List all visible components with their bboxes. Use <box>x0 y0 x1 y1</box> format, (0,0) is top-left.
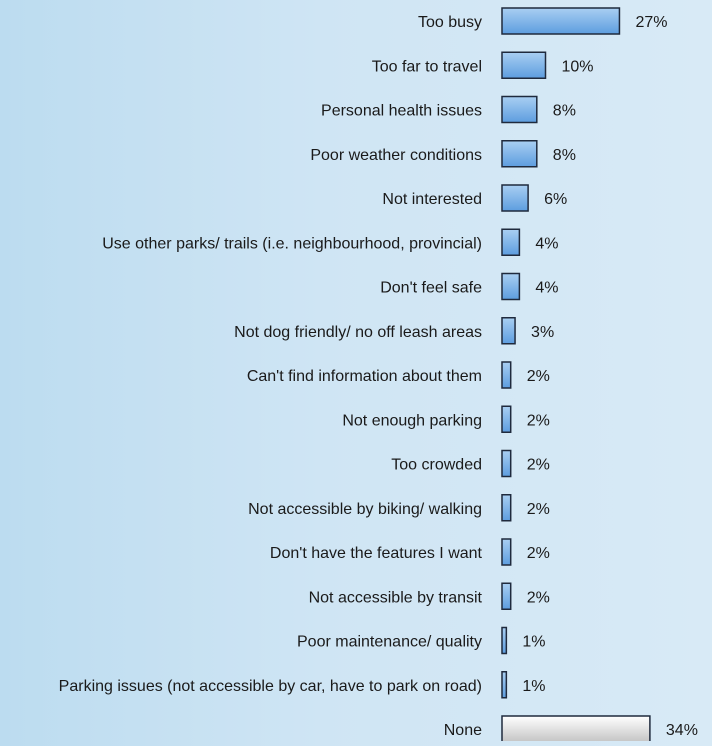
bar-row-personal-health-issues: Personal health issues 8% <box>321 95 576 124</box>
category-label: Use other parks/ trails (i.e. neighbourh… <box>102 235 482 252</box>
value-label: 8% <box>553 147 576 164</box>
bar-row-not-interested: Not interested 6% <box>382 184 567 212</box>
category-label: Poor maintenance/ quality <box>297 634 482 651</box>
bar <box>501 538 512 566</box>
value-label: 6% <box>544 191 567 208</box>
value-label: 4% <box>535 280 558 297</box>
bar <box>501 582 512 610</box>
value-label: 2% <box>527 368 550 385</box>
bar-row-not-accessible-by-biking-walking: Not accessible by biking/ walking 2% <box>248 494 550 522</box>
bar-row-none: None 34% <box>444 715 698 743</box>
category-label: Not interested <box>382 191 482 208</box>
bar <box>501 51 547 79</box>
value-label: 27% <box>635 14 667 31</box>
value-label: 1% <box>522 634 545 651</box>
bar <box>501 95 538 124</box>
bar-row-parking-issues-not-accessible-by-car-have-to-park-on-road: Parking issues (not accessible by car, h… <box>59 671 545 699</box>
bar-row-don-t-feel-safe: Don't feel safe 4% <box>380 272 559 301</box>
category-label: Not enough parking <box>342 412 482 429</box>
bar <box>501 228 521 256</box>
value-label: 1% <box>522 678 545 695</box>
value-label: 2% <box>527 412 550 429</box>
bar-row-poor-maintenance-quality: Poor maintenance/ quality 1% <box>297 626 545 655</box>
category-label: Too far to travel <box>372 58 482 75</box>
value-label: 4% <box>535 235 558 252</box>
value-label: 2% <box>527 545 550 562</box>
value-label: 3% <box>531 324 554 341</box>
value-label: 10% <box>562 58 594 75</box>
bar-row-too-crowded: Too crowded 2% <box>391 449 550 478</box>
category-label: Not dog friendly/ no off leash areas <box>234 324 482 341</box>
bar-row-can-t-find-information-about-them: Can't find information about them 2% <box>247 361 550 389</box>
bar-row-too-far-to-travel: Too far to travel 10% <box>372 51 594 79</box>
value-label: 34% <box>666 722 698 739</box>
category-label: Don't feel safe <box>380 280 482 297</box>
bar-row-not-enough-parking: Not enough parking 2% <box>342 405 550 433</box>
bars-layer: Too busy 27% Too far to travel 10% Personal … <box>59 7 698 743</box>
category-label: Don't have the features I want <box>270 545 483 562</box>
category-label: Personal health issues <box>321 103 482 120</box>
category-label: Too busy <box>418 14 482 31</box>
bar-row-use-other-parks-trails-i-e-neighbourhood-provincial: Use other parks/ trails (i.e. neighbourh… <box>102 228 559 256</box>
bar-row-not-accessible-by-transit: Not accessible by transit 2% <box>309 582 550 610</box>
bar <box>501 671 508 699</box>
bar <box>501 184 529 212</box>
bar <box>501 449 512 478</box>
bar <box>501 715 651 743</box>
bar <box>501 361 512 389</box>
category-label: None <box>444 722 482 739</box>
bar <box>501 140 538 168</box>
category-label: Too crowded <box>391 457 482 474</box>
bar <box>501 317 516 345</box>
bar-row-not-dog-friendly-no-off-leash-areas: Not dog friendly/ no off leash areas 3% <box>234 317 554 345</box>
value-label: 2% <box>527 501 550 518</box>
category-label: Not accessible by biking/ walking <box>248 501 482 518</box>
bar <box>501 626 508 655</box>
bar <box>501 405 512 433</box>
category-label: Can't find information about them <box>247 368 482 385</box>
bar <box>501 494 512 522</box>
bar <box>501 272 521 301</box>
value-label: 2% <box>527 589 550 606</box>
bar-row-don-t-have-the-features-i-want: Don't have the features I want 2% <box>270 538 550 566</box>
category-label: Poor weather conditions <box>310 147 482 164</box>
bar <box>501 7 621 35</box>
value-label: 8% <box>553 103 576 120</box>
bar-row-poor-weather-conditions: Poor weather conditions 8% <box>310 140 576 168</box>
value-label: 2% <box>527 457 550 474</box>
bar-row-too-busy: Too busy 27% <box>418 7 667 35</box>
category-label: Parking issues (not accessible by car, h… <box>59 678 482 695</box>
category-label: Not accessible by transit <box>309 589 483 606</box>
